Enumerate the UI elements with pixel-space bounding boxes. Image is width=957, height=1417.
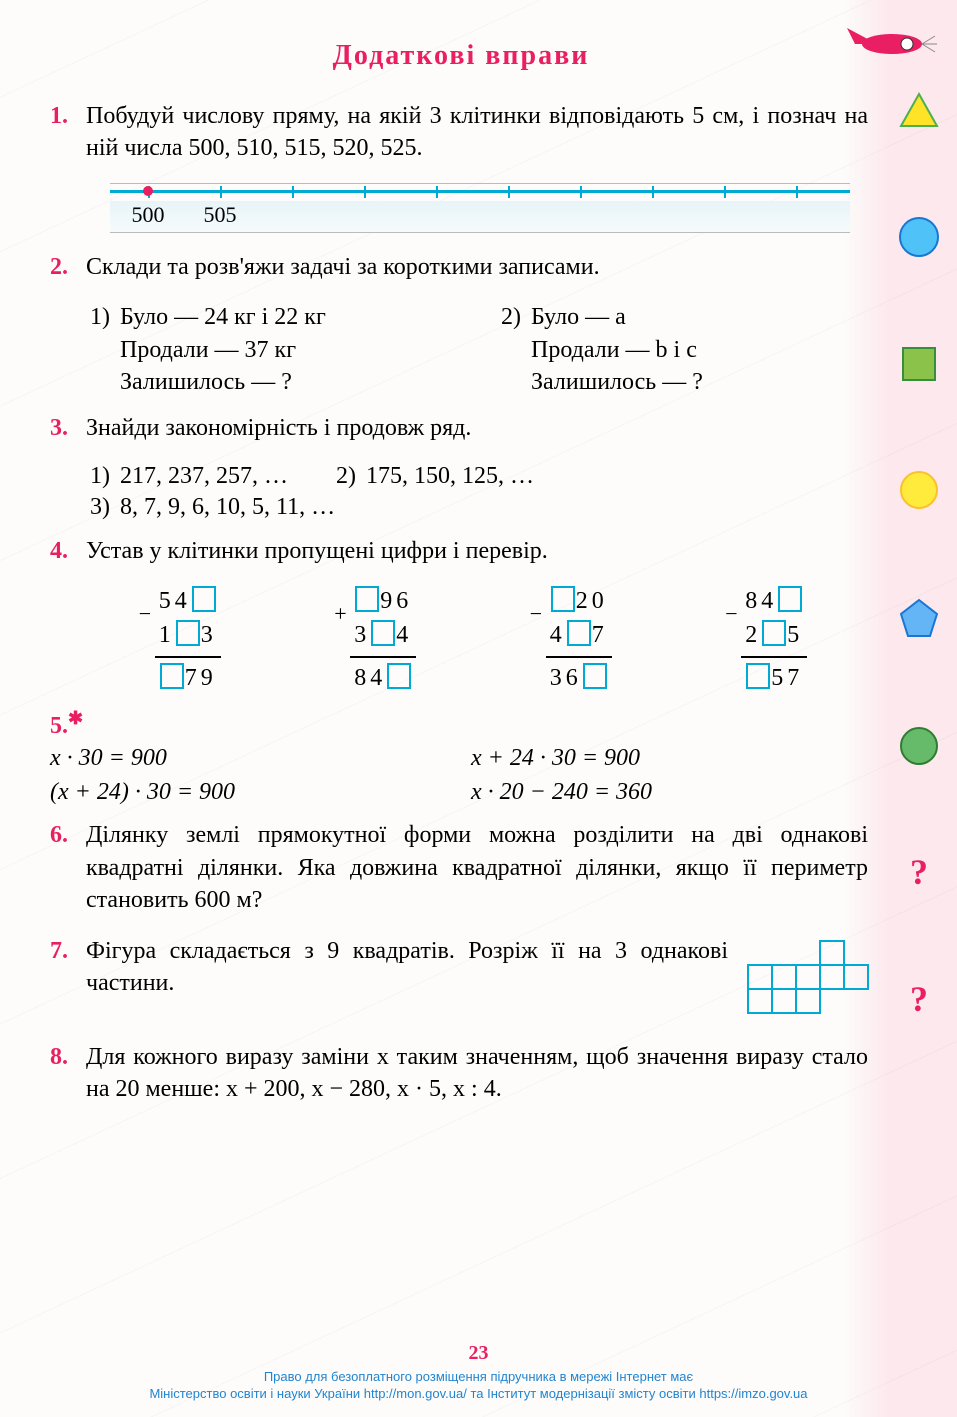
equation: x + 24 · 30 = 900 <box>471 742 832 776</box>
problem-number: 7. <box>50 935 86 967</box>
problem-4: 4.Устав у клітинки пропущені цифри і пер… <box>50 535 872 567</box>
footer: Право для безоплатного розміщення підруч… <box>0 1369 957 1403</box>
subnum: 1) <box>90 301 120 333</box>
nine-squares-figure <box>742 939 872 1019</box>
subnum: 3) <box>90 494 120 521</box>
subnum: 2) <box>501 301 531 333</box>
calc-2: + 96 34 84 <box>354 585 412 696</box>
problem-number: 5. <box>50 706 86 742</box>
footer-line: Право для безоплатного розміщення підруч… <box>0 1369 957 1386</box>
line: Продали — 37 кг <box>120 337 296 363</box>
problem-6: 6.Ділянку землі прямокутної форми можна … <box>50 819 872 916</box>
circle-icon <box>898 725 940 767</box>
problem-text: Ділянку землі прямокутної форми можна ро… <box>86 819 868 916</box>
problem-number: 6. <box>50 819 86 851</box>
problem-1: 1.Побудуй числову пряму, на якій 3 кліти… <box>50 100 872 165</box>
triangle-icon <box>897 90 941 130</box>
subnum: 1) <box>90 463 120 490</box>
seq: 175, 150, 125, … <box>366 463 534 489</box>
problem-2-cols: 1)Було — 24 кг і 22 кг Продали — 37 кг З… <box>90 301 872 398</box>
sidebar-shapes: ? ? <box>889 90 949 1021</box>
line: Залишилось — ? <box>120 369 292 395</box>
calc-3: − 20 47 36 <box>550 585 608 696</box>
line: Було — 24 кг і 22 кг <box>120 304 326 330</box>
problem-number: 2. <box>50 251 86 283</box>
problem-3: 3.Знайди закономірність і продовж ряд. <box>50 412 872 444</box>
equation: (x + 24) · 30 = 900 <box>50 776 411 810</box>
problem-text: Побудуй числову пряму, на якій 3 клітинк… <box>86 100 868 165</box>
line: Було — a <box>531 304 626 330</box>
pentagon-icon <box>897 596 941 640</box>
circle-icon <box>897 215 941 259</box>
subnum: 2) <box>336 463 366 490</box>
question-icon: ? <box>901 852 937 894</box>
problem-number: 3. <box>50 412 86 444</box>
equation: x · 30 = 900 <box>50 742 411 776</box>
svg-text:?: ? <box>910 979 928 1019</box>
page-number: 23 <box>469 1342 489 1365</box>
square-icon <box>899 344 939 384</box>
problem-8: 8.Для кожного виразу заміни x таким знач… <box>50 1041 872 1106</box>
calc-4: − 84 25 57 <box>745 585 803 696</box>
problem-number: 8. <box>50 1041 86 1073</box>
seq-row: 1)217, 237, 257, … 2)175, 150, 125, … <box>90 463 872 490</box>
airplane-decoration <box>837 16 937 66</box>
seq: 8, 7, 9, 6, 10, 5, 11, … <box>120 494 335 520</box>
footer-line: Міністерство освіти і науки України http… <box>0 1386 957 1403</box>
calc-row: − 54 13 79 + 96 34 84 − 20 47 36 − 84 25… <box>90 585 872 696</box>
problem-text: Устав у клітинки пропущені цифри і перев… <box>86 535 868 567</box>
numline-label: 500 <box>132 202 165 228</box>
problem-text: Фігура складається з 9 квадратів. Розріж… <box>86 935 728 1000</box>
problem-text: Знайди закономірність і продовж ряд. <box>86 412 868 444</box>
problem-7: 7.Фігура складається з 9 квадратів. Розр… <box>50 935 872 1023</box>
seq-row: 3)8, 7, 9, 6, 10, 5, 11, … <box>90 494 872 521</box>
line: Залишилось — ? <box>531 369 703 395</box>
number-line: 500 505 <box>110 183 850 233</box>
numline-label: 505 <box>204 202 237 228</box>
problem-text: Склади та розв'яжи задачі за короткими з… <box>86 251 868 283</box>
seq: 217, 237, 257, … <box>120 463 288 489</box>
svg-text:?: ? <box>910 852 928 892</box>
problem-text: Для кожного виразу заміни x таким значен… <box>86 1041 868 1106</box>
calc-1: − 54 13 79 <box>159 585 217 696</box>
problem-number: 1. <box>50 100 86 132</box>
problem-2: 2.Склади та розв'яжи задачі за короткими… <box>50 251 872 283</box>
equation: x · 20 − 240 = 360 <box>471 776 832 810</box>
page-title: Додаткові вправи <box>50 40 872 72</box>
question-icon: ? <box>901 979 937 1021</box>
line: Продали — b і c <box>531 337 697 363</box>
problem-5: 5. x · 30 = 900 (x + 24) · 30 = 900 x + … <box>50 706 872 810</box>
problem-number: 4. <box>50 535 86 567</box>
circle-icon <box>898 469 940 511</box>
